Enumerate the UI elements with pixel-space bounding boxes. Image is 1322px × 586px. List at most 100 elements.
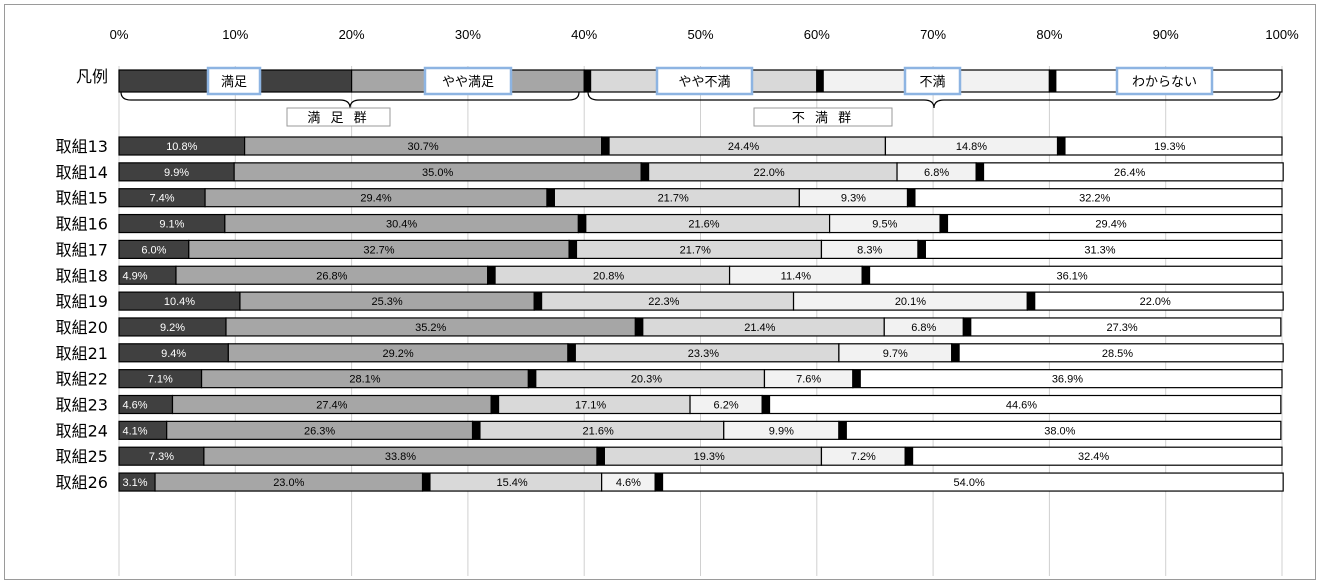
x-tick-label: 30% [455, 27, 481, 42]
value-label: 7.2% [851, 451, 876, 463]
legend-separator [816, 70, 824, 92]
category-label: 取組20 [56, 318, 108, 337]
value-label: 32.7% [363, 244, 394, 256]
value-label: 22.0% [1140, 296, 1171, 308]
group-separator [1027, 292, 1036, 311]
value-label: 35.2% [415, 322, 446, 334]
value-label: 9.1% [159, 219, 184, 231]
group-separator [940, 214, 949, 233]
group-separator [491, 395, 500, 414]
value-label: 44.6% [1006, 400, 1037, 412]
value-label: 29.4% [360, 193, 391, 205]
value-label: 10.4% [164, 296, 195, 308]
value-label: 7.6% [796, 374, 821, 386]
group-separator [963, 317, 972, 336]
x-tick-label: 0% [110, 27, 129, 42]
value-label: 9.4% [161, 348, 186, 360]
group-label: 満 足 群 [307, 111, 369, 126]
group-label-box [286, 107, 391, 127]
category-label: 取組25 [56, 447, 108, 466]
value-label: 21.7% [680, 244, 711, 256]
value-label: 21.7% [658, 193, 689, 205]
group-separator [655, 473, 664, 492]
group-separator [422, 473, 431, 492]
legend-separator [584, 70, 592, 92]
legend-label-box [655, 66, 754, 96]
x-tick-label: 60% [804, 27, 830, 42]
value-label: 20.3% [631, 374, 662, 386]
value-label: 4.6% [122, 400, 147, 412]
value-label: 36.9% [1052, 374, 1083, 386]
category-label: 取組18 [56, 266, 108, 285]
value-label: 28.1% [349, 374, 380, 386]
value-label: 17.1% [575, 400, 606, 412]
legend-label-box [206, 66, 262, 96]
value-label: 21.6% [583, 425, 614, 437]
legend-separator [1049, 70, 1057, 92]
x-tick-label: 40% [571, 27, 597, 42]
group-separator [601, 137, 610, 155]
value-label: 4.9% [122, 270, 147, 282]
group-separator [762, 395, 771, 414]
value-label: 25.3% [371, 296, 402, 308]
value-label: 21.4% [744, 322, 775, 334]
value-label: 21.6% [688, 219, 719, 231]
group-separator [905, 447, 914, 466]
value-label: 4.6% [616, 477, 641, 489]
value-label: 3.1% [122, 477, 147, 489]
value-label: 9.2% [160, 322, 185, 334]
value-label: 26.4% [1114, 167, 1145, 179]
group-separator [907, 188, 916, 207]
value-label: 7.3% [149, 451, 174, 463]
group-label-box [753, 107, 893, 127]
category-label: 取組22 [56, 370, 108, 389]
category-label: 取組15 [56, 189, 108, 208]
value-label: 9.5% [872, 219, 897, 231]
legend-label-box [1115, 66, 1214, 96]
group-separator [976, 162, 985, 181]
category-label: 取組23 [56, 396, 108, 415]
value-label: 7.4% [149, 193, 174, 205]
value-label: 26.8% [316, 270, 347, 282]
x-tick-label: 10% [222, 27, 248, 42]
group-separator [596, 447, 605, 466]
category-label: 取組17 [56, 240, 108, 259]
category-label: 取組14 [56, 163, 108, 182]
value-label: 4.1% [122, 425, 147, 437]
x-tick-label: 70% [920, 27, 946, 42]
value-label: 36.1% [1056, 270, 1087, 282]
value-label: 54.0% [954, 477, 985, 489]
value-label: 19.3% [694, 451, 725, 463]
value-label: 6.0% [141, 244, 166, 256]
value-label: 24.4% [728, 141, 759, 153]
group-separator [528, 369, 537, 388]
value-label: 22.3% [648, 296, 679, 308]
value-label: 9.9% [769, 425, 794, 437]
group-separator [852, 369, 861, 388]
value-label: 31.3% [1084, 244, 1115, 256]
x-tick-label: 20% [339, 27, 365, 42]
value-label: 38.0% [1044, 425, 1075, 437]
group-separator [838, 421, 847, 440]
legend-label: わからない [1132, 75, 1197, 90]
value-label: 6.8% [924, 167, 949, 179]
value-label: 30.4% [386, 219, 417, 231]
value-label: 35.0% [422, 167, 453, 179]
value-label: 20.8% [593, 270, 624, 282]
value-label: 19.3% [1154, 141, 1185, 153]
legend-label-box [423, 66, 513, 96]
value-label: 23.0% [273, 477, 304, 489]
value-label: 10.8% [166, 141, 197, 153]
group-separator [569, 240, 578, 259]
group-label: 不 満 群 [792, 111, 854, 126]
category-label: 取組21 [56, 344, 108, 363]
group-separator [862, 266, 871, 285]
value-label: 7.1% [148, 374, 173, 386]
group-separator [546, 188, 555, 207]
x-tick-label: 90% [1153, 27, 1179, 42]
category-label: 取組16 [56, 215, 108, 234]
group-separator [1057, 137, 1066, 155]
value-label: 22.0% [754, 167, 785, 179]
value-label: 32.2% [1079, 193, 1110, 205]
